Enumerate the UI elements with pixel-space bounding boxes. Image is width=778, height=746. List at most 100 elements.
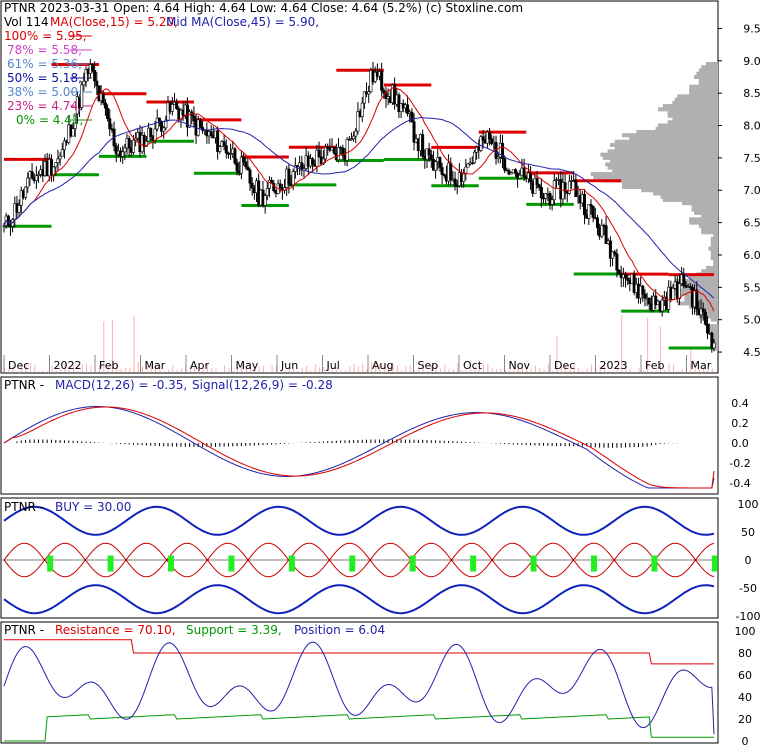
macd-tick-label: 0.2: [731, 417, 749, 430]
fib-level-50: 50% = 5.18,: [7, 71, 82, 85]
candle-body: [352, 135, 356, 140]
volume-profile-bar: [658, 107, 718, 112]
volume-profile-bar: [713, 330, 718, 335]
month-label: Jun: [280, 359, 298, 372]
candle-body: [311, 158, 315, 165]
volume-bar: [664, 369, 666, 372]
volume-bar: [534, 365, 536, 372]
price-tick-label: 4.5: [743, 346, 761, 359]
candle-body: [324, 146, 328, 160]
volume-bar: [573, 363, 575, 372]
volume-bar: [651, 371, 653, 372]
volume-bar: [327, 362, 329, 372]
ma15-line: [3, 87, 715, 312]
candle-body: [677, 283, 681, 300]
candle-body: [233, 148, 237, 164]
volume-profile-bar: [662, 104, 718, 109]
volume-bar: [642, 370, 644, 372]
volume-profile-bar: [641, 188, 718, 193]
candle-body: [267, 179, 271, 189]
candle-body: [164, 119, 168, 129]
candle-body: [567, 180, 571, 194]
volume-profile-bar: [710, 324, 718, 329]
price-panel-frame: [0, 0, 719, 374]
volume-bar: [431, 365, 433, 372]
volume-bar: [426, 371, 428, 372]
volume-bar: [457, 363, 459, 372]
volume-bar: [621, 315, 623, 372]
candle-body: [393, 84, 397, 105]
buy-signal-mark: [47, 555, 54, 572]
candle-body: [587, 204, 591, 219]
price-tick-label: 5.5: [743, 281, 761, 294]
volume-profile-bar: [710, 249, 718, 254]
volume-bar: [42, 370, 44, 372]
resistance-line: [4, 639, 714, 665]
volume-bar: [271, 365, 273, 372]
candle-body: [265, 188, 269, 196]
macd-header-value: MACD(12,26) = -0.35,: [55, 378, 187, 392]
volume-bar: [444, 364, 446, 372]
candle-body: [24, 186, 28, 198]
volume-bar: [340, 370, 342, 372]
candle-body: [315, 149, 319, 167]
candle-body: [26, 177, 30, 188]
volume-profile-bar: [698, 81, 718, 86]
volume-bar: [353, 363, 355, 372]
candle-body: [287, 168, 291, 185]
candle-body: [244, 161, 248, 168]
candle-body: [470, 162, 474, 165]
volume-bar: [552, 371, 554, 372]
candle-body: [19, 190, 23, 206]
volume-label: Vol 114: [4, 15, 49, 29]
candle-body: [192, 115, 196, 122]
volume-bar: [599, 365, 601, 372]
fib-level-23: 23% = 4.74,: [7, 99, 82, 113]
candle-body: [600, 224, 604, 237]
candle-body: [647, 297, 651, 305]
volume-profile-bar: [655, 126, 718, 131]
volume-profile-bar: [658, 123, 718, 128]
volume-bar: [29, 362, 31, 372]
volume-profile-bar: [710, 317, 718, 322]
volume-bar: [504, 369, 506, 372]
candle-body: [608, 240, 612, 259]
month-label: Feb: [99, 359, 118, 372]
volume-profile-bar: [593, 175, 718, 180]
buy-lower-band: [3, 584, 715, 615]
volume-bar: [681, 369, 683, 372]
volume-bar: [215, 368, 217, 372]
candle-body: [242, 156, 246, 163]
candle-body: [131, 139, 135, 153]
volume-bar: [206, 362, 208, 372]
candle-body: [544, 193, 548, 199]
volume-bar: [86, 363, 88, 372]
volume-bar: [155, 364, 157, 372]
candle-body: [703, 311, 707, 325]
candle-body: [93, 70, 97, 82]
candle-body: [706, 323, 710, 334]
rsp-lines: [3, 639, 715, 742]
month-label: Oct: [463, 359, 483, 372]
candle-body: [73, 113, 77, 129]
candle-body: [660, 299, 664, 312]
volume-profile-bar: [698, 68, 718, 73]
volume-profile-bar: [629, 136, 718, 141]
volume-bar: [392, 363, 394, 372]
volume-bar: [55, 370, 57, 372]
candle-body: [412, 121, 416, 143]
volume-bar: [198, 370, 200, 372]
buy-lines: [2, 505, 718, 615]
volume-bar: [120, 368, 122, 372]
macd-tick-label: 0.4: [731, 397, 749, 410]
month-label: Feb: [645, 359, 664, 372]
volume-bar: [142, 366, 144, 372]
volume-bar: [616, 368, 618, 372]
volume-profile-bar: [682, 201, 718, 206]
volume-bar: [172, 365, 174, 372]
volume-bar: [590, 364, 592, 372]
volume-profile-bar: [701, 65, 718, 70]
candle-body: [682, 274, 686, 286]
volume-bar: [314, 364, 316, 372]
buy-upper-band: [3, 505, 715, 536]
